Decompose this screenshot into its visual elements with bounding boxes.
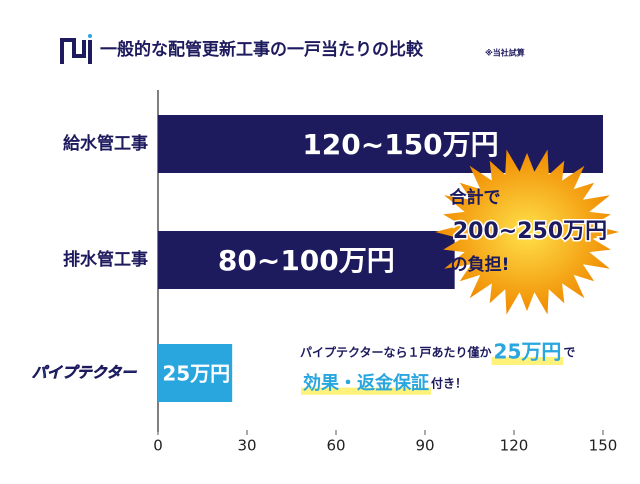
starburst xyxy=(435,149,619,315)
annotation: パイプテクターなら１戸あたり僅か xyxy=(300,345,492,360)
annotation: 合計で xyxy=(450,187,501,208)
y-tick-label: 給水管工事 xyxy=(63,133,148,154)
x-tick-label: 120 xyxy=(500,437,529,455)
annotation: の負担! xyxy=(451,255,510,275)
annotation: 効果・返金保証 xyxy=(303,372,429,394)
annotation: 200~250万円 xyxy=(453,219,607,244)
x-tick-label: 30 xyxy=(237,437,256,455)
logo-icon xyxy=(60,34,92,64)
value-label: 25万円 xyxy=(162,362,230,386)
bar xyxy=(158,344,233,402)
value-label: 80~100万円 xyxy=(218,244,395,277)
x-tick-label: 60 xyxy=(326,437,345,455)
annotation: 付き！ xyxy=(431,376,467,391)
y-tick-label: 排水管工事 xyxy=(63,249,148,270)
highlight xyxy=(301,387,431,395)
annotation: 25万円 xyxy=(494,340,562,364)
x-tick-label: 150 xyxy=(589,437,618,455)
bar xyxy=(158,231,455,289)
y-tick-label: パイプテクター xyxy=(32,364,137,382)
value-label: 120~150万円 xyxy=(302,128,498,161)
x-tick-label: 0 xyxy=(153,437,163,455)
highlight xyxy=(491,357,564,365)
chart-subtitle: ※当社試算 xyxy=(485,48,525,58)
chart-title: 一般的な配管更新工事の一戸当たりの比較 xyxy=(100,39,424,60)
annotation: で xyxy=(563,346,575,360)
x-tick-label: 90 xyxy=(415,437,434,455)
